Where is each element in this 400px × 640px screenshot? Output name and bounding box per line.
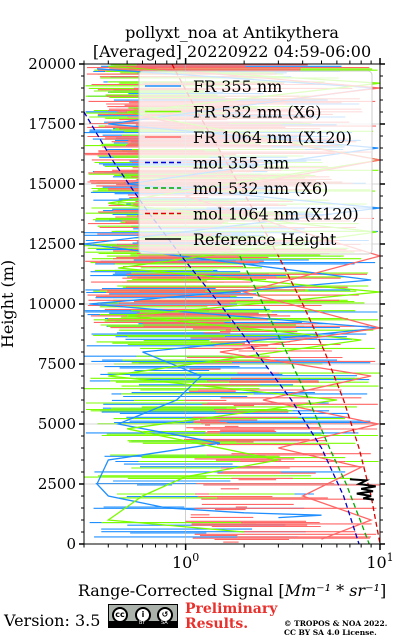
cc-icon: cc bbox=[112, 607, 128, 623]
chart-subtitle: [Averaged] 20220922 04:59-06:00 bbox=[93, 42, 371, 61]
legend-box bbox=[138, 70, 373, 255]
x-tick-label: 100 bbox=[172, 551, 199, 572]
legend-label: mol 532 nm (X6) bbox=[193, 179, 328, 198]
series-line-6 bbox=[349, 478, 376, 501]
cc-badge-sa: SA bbox=[161, 620, 168, 626]
cc-license-badge[interactable]: cc i ↺ BY SA bbox=[108, 604, 178, 628]
chart-legend: FR 355 nm FR 532 nm (X6) FR 1064 nm (X120)… bbox=[138, 70, 373, 255]
preliminary-notice: Preliminary Results. bbox=[185, 602, 277, 632]
copyright-line-1: © TROPOS & NOA 2022. bbox=[284, 619, 388, 628]
y-tick-label: 0 bbox=[66, 535, 76, 553]
legend-label: FR 1064 nm (X120) bbox=[193, 128, 352, 147]
series-line-3 bbox=[83, 111, 360, 545]
series-line-4 bbox=[239, 255, 370, 545]
y-tick-label: 20000 bbox=[28, 55, 76, 73]
chart-title: pollyxt_noa at Antikythera bbox=[125, 23, 339, 42]
copyright-notice: © TROPOS & NOA 2022. CC BY SA 4.0 Licens… bbox=[284, 619, 387, 637]
y-tick-label: 5000 bbox=[38, 415, 76, 433]
y-tick-label: 12500 bbox=[28, 235, 76, 253]
y-tick-label: 7500 bbox=[38, 355, 76, 373]
version-label: Version: 3.5 bbox=[4, 611, 101, 630]
preliminary-line-2: Results. bbox=[185, 616, 249, 632]
preliminary-line-1: Preliminary bbox=[185, 601, 278, 617]
y-tick-label: 10000 bbox=[28, 295, 76, 313]
legend-label: FR 355 nm bbox=[193, 77, 282, 96]
x-axis-label-prefix: Range-Corrected Signal [ bbox=[78, 581, 285, 600]
x-axis-label-math: Mm⁻¹ * sr⁻¹ bbox=[284, 581, 380, 600]
x-axis-label: Range-Corrected Signal [Mm⁻¹ * sr⁻¹] bbox=[78, 581, 386, 600]
sa-icon: ↺ bbox=[157, 607, 173, 623]
cc-badge-by: BY bbox=[139, 620, 146, 626]
copyright-line-2: CC BY SA 4.0 License. bbox=[284, 628, 377, 637]
legend-label: Reference Height bbox=[193, 230, 337, 249]
legend-label: FR 532 nm (X6) bbox=[193, 103, 321, 122]
y-tick-label: 15000 bbox=[28, 175, 76, 193]
legend-label: mol 1064 nm (X120) bbox=[193, 205, 359, 224]
axes: 0 2500 5000 7500 10000 12500 15000 17500 20000 10… bbox=[28, 55, 393, 572]
y-tick-label: 2500 bbox=[38, 475, 76, 493]
y-axis-label: Height (m) bbox=[0, 260, 17, 348]
cc-badge-bar: BY SA bbox=[109, 620, 177, 627]
x-tick-label: 101 bbox=[366, 551, 393, 572]
x-axis-label-suffix: ] bbox=[380, 581, 386, 600]
legend-label: mol 355 nm bbox=[193, 154, 289, 173]
y-tick-label: 17500 bbox=[28, 115, 76, 133]
